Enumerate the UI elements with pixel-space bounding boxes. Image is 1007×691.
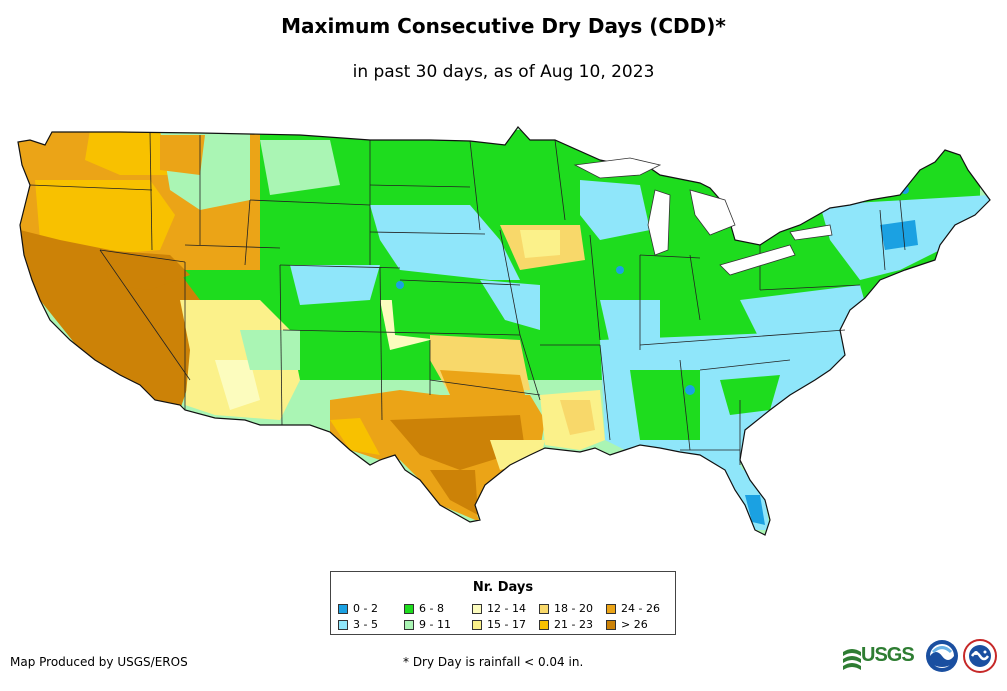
legend-item-9-11: 9 - 11 [404, 618, 451, 631]
legend-item-24-26: 24 - 26 [606, 602, 660, 615]
legend-swatch [539, 620, 549, 630]
legend-label: 6 - 8 [419, 602, 444, 615]
legend-swatch [338, 604, 348, 614]
cdd-color-regions [18, 127, 990, 535]
legend-swatch [404, 604, 414, 614]
state-boundaries [29, 131, 906, 465]
legend-swatch [606, 620, 616, 630]
legend-label: 21 - 23 [554, 618, 593, 631]
legend-item-3-5: 3 - 5 [338, 618, 378, 631]
legend-title: Nr. Days [472, 580, 534, 595]
legend-item-0-2: 0 - 2 [338, 602, 378, 615]
legend-swatch [338, 620, 348, 630]
legend-item-12-14: 12 - 14 [472, 602, 526, 615]
legend-label: > 26 [621, 618, 648, 631]
legend-label: 15 - 17 [487, 618, 526, 631]
legend-swatch [472, 604, 482, 614]
usgs-wave-icon [843, 649, 861, 670]
legend-item-18-20: 18 - 20 [539, 602, 593, 615]
legend: Nr. Days 0 - 2 3 - 5 6 - 8 9 - 11 12 - 1… [330, 571, 676, 635]
legend-swatch [606, 604, 616, 614]
great-lakes [573, 157, 833, 276]
legend-swatch [404, 620, 414, 630]
legend-label: 9 - 11 [419, 618, 451, 631]
legend-label: 3 - 5 [353, 618, 378, 631]
legend-label: 12 - 14 [487, 602, 526, 615]
legend-item-21-23: 21 - 23 [539, 618, 593, 631]
legend-label: 24 - 26 [621, 602, 660, 615]
usgs-logo: USGS [843, 642, 921, 672]
legend-item-over-26: > 26 [606, 618, 648, 631]
legend-swatch [539, 604, 549, 614]
footnote-text: * Dry Day is rainfall < 0.04 in. [403, 655, 584, 669]
noaa-logo-icon [926, 640, 958, 672]
legend-item-15-17: 15 - 17 [472, 618, 526, 631]
map-subtitle: in past 30 days, as of Aug 10, 2023 [352, 62, 655, 82]
legend-swatch [472, 620, 482, 630]
credit-text: Map Produced by USGS/EROS [10, 655, 188, 669]
legend-item-6-8: 6 - 8 [404, 602, 444, 615]
nws-logo-icon [963, 639, 997, 673]
usgs-wordmark: USGS [861, 644, 915, 666]
agency-logos: USGS [843, 638, 1003, 678]
map-title: Maximum Consecutive Dry Days (CDD)* [281, 14, 726, 38]
legend-label: 0 - 2 [353, 602, 378, 615]
legend-label: 18 - 20 [554, 602, 593, 615]
